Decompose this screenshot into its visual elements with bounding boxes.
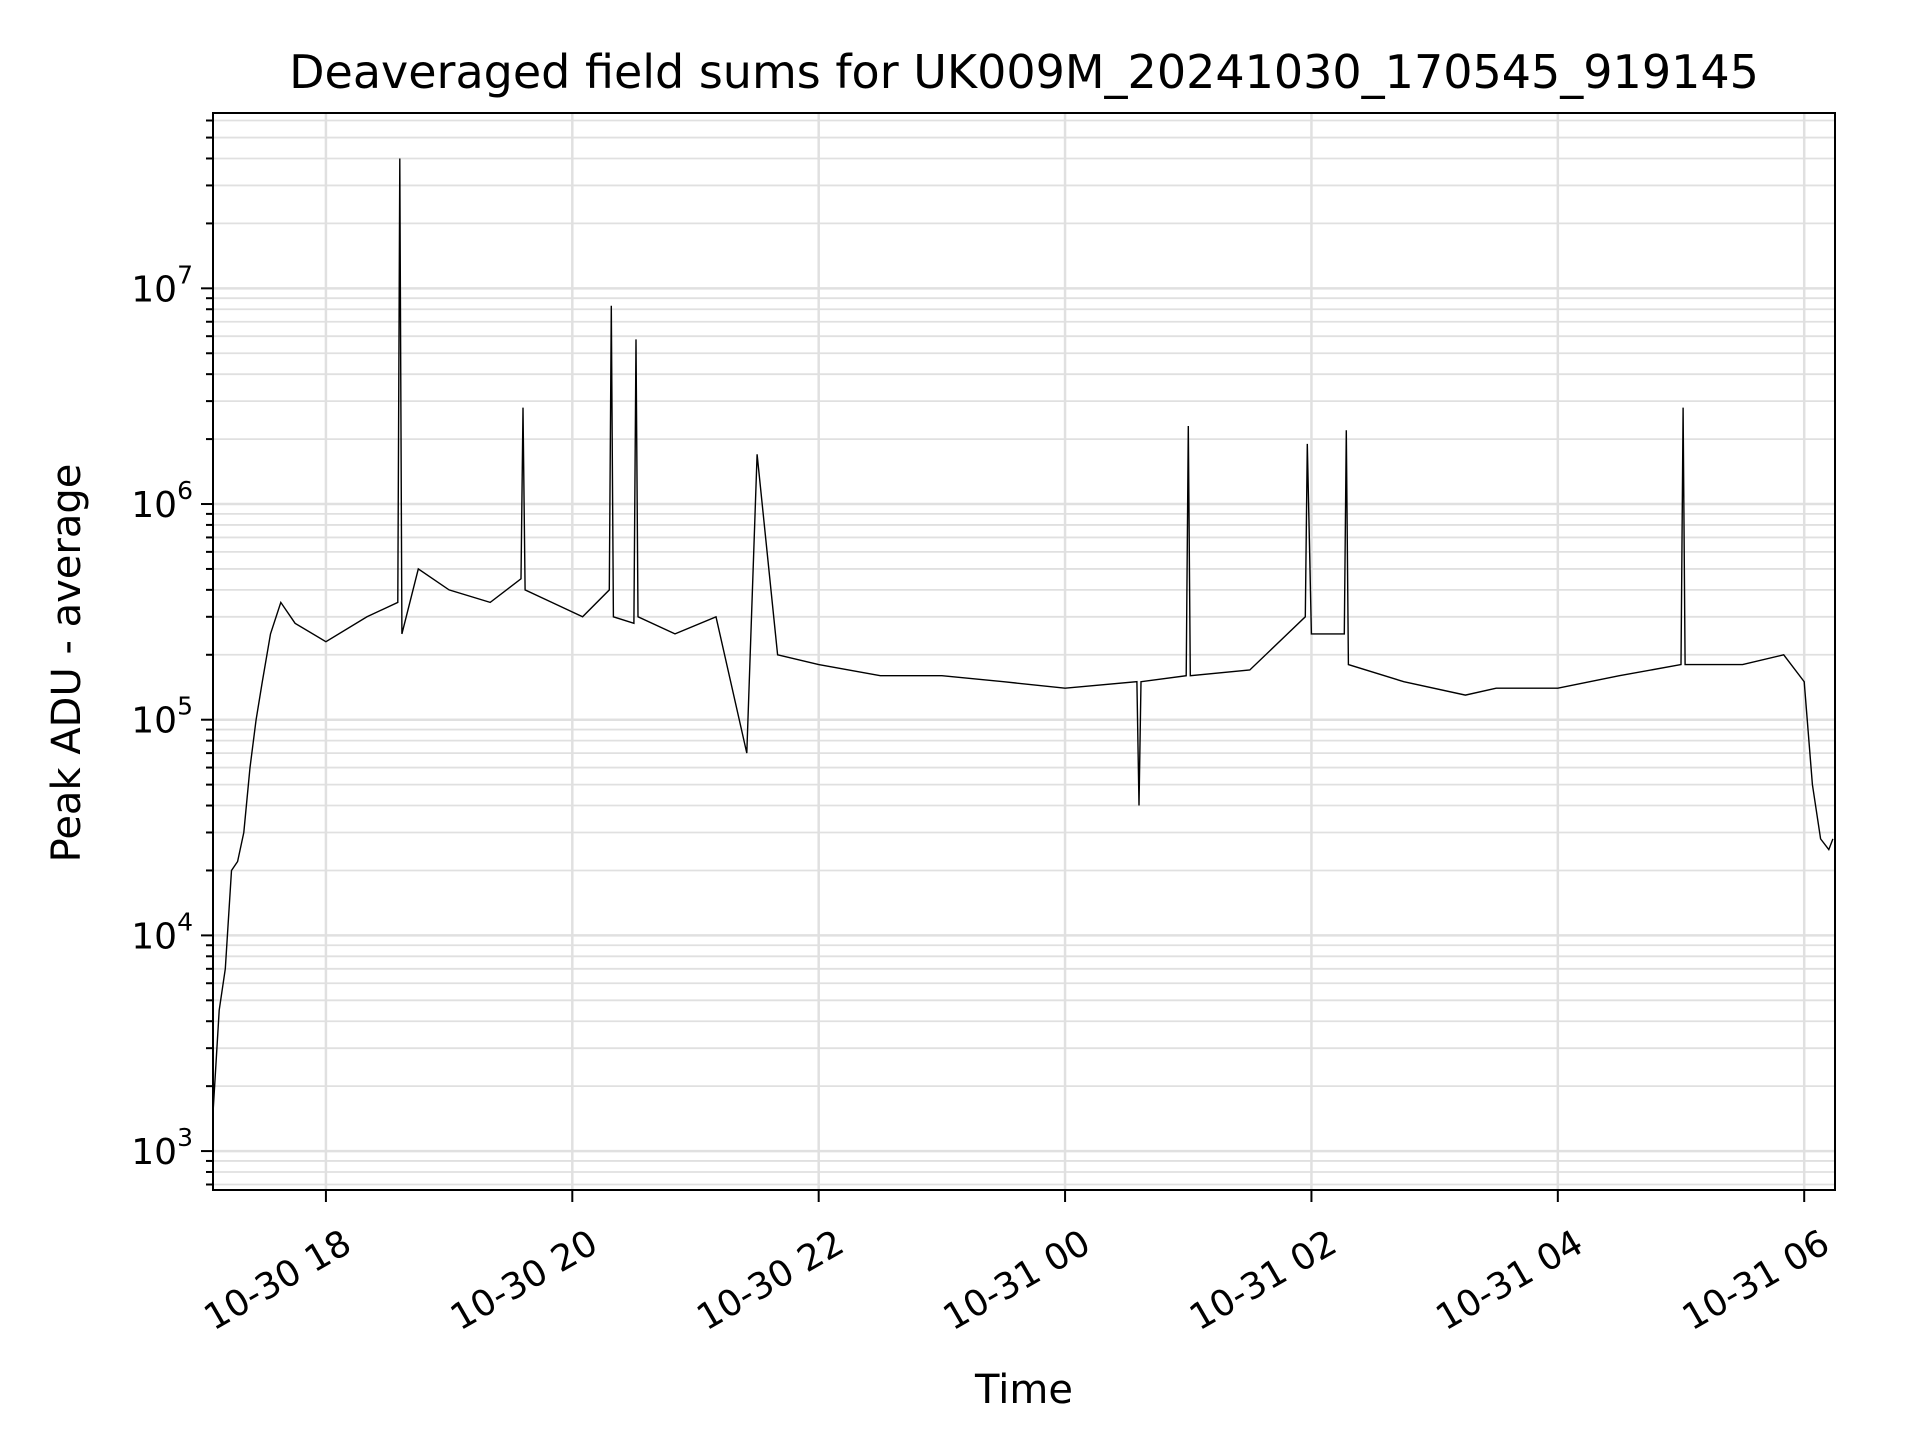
data-point	[582, 616, 584, 618]
data-point	[1742, 664, 1744, 666]
data-point	[551, 601, 553, 603]
data-point	[366, 616, 368, 618]
data-point	[1304, 616, 1306, 618]
data-point	[1347, 664, 1349, 666]
data-point	[231, 870, 233, 872]
x-tick-label: 10-30 22	[690, 1222, 851, 1338]
data-point	[280, 601, 282, 603]
data-point	[1832, 838, 1834, 840]
data-point	[746, 752, 748, 754]
grid	[213, 113, 1835, 1190]
data-point	[1828, 849, 1830, 851]
data-point	[1064, 687, 1066, 689]
data-point	[1820, 838, 1822, 840]
data-point	[249, 767, 251, 769]
data-point	[1345, 429, 1347, 431]
data-point	[1187, 425, 1189, 427]
data-point	[756, 453, 758, 455]
data-point	[261, 681, 263, 683]
data-point	[218, 1009, 220, 1011]
data-point	[270, 633, 272, 635]
data-point	[325, 641, 327, 643]
data-point	[255, 719, 257, 721]
data-point	[1783, 654, 1785, 656]
data-point	[224, 968, 226, 970]
series-group	[212, 158, 1834, 1114]
data-point	[1189, 675, 1191, 677]
data-point	[1464, 694, 1466, 696]
y-tick-label: 104	[131, 907, 193, 957]
data-point	[635, 338, 637, 340]
data-point	[1003, 681, 1005, 683]
x-axis-label: Time	[974, 1367, 1073, 1413]
data-point	[520, 578, 522, 580]
data-point	[1138, 805, 1140, 807]
data-point	[399, 158, 401, 160]
data-point	[612, 616, 614, 618]
data-point	[608, 589, 610, 591]
data-point	[237, 861, 239, 863]
data-point	[633, 622, 635, 624]
data-point	[294, 622, 296, 624]
data-point	[1249, 669, 1251, 671]
data-point	[1403, 681, 1405, 683]
y-axis-label: Peak ADU - average	[44, 464, 90, 863]
x-tick-label: 10-30 20	[444, 1222, 605, 1338]
data-point	[1310, 633, 1312, 635]
y-tick-label: 103	[131, 1123, 193, 1173]
data-point	[1185, 675, 1187, 677]
data-point	[397, 601, 399, 603]
x-tick-label: 10-31 04	[1429, 1222, 1590, 1338]
x-tick-label: 10-31 00	[937, 1222, 1098, 1338]
data-point	[1811, 784, 1813, 786]
data-point	[1140, 681, 1142, 683]
x-tick-label: 10-31 02	[1183, 1222, 1344, 1338]
data-point	[1343, 633, 1345, 635]
data-point	[489, 601, 491, 603]
data-point	[674, 633, 676, 635]
x-tick-label: 10-30 18	[198, 1222, 359, 1338]
y-tick-label: 105	[131, 692, 193, 742]
data-point	[1306, 443, 1308, 445]
data-point	[818, 664, 820, 666]
data-point	[401, 633, 403, 635]
data-point	[941, 675, 943, 677]
data-point	[1557, 687, 1559, 689]
data-point	[1682, 407, 1684, 409]
data-point	[879, 675, 881, 677]
data-point	[524, 589, 526, 591]
data-point	[777, 654, 779, 656]
data-point	[715, 616, 717, 618]
data-point	[1495, 687, 1497, 689]
chart-title: Deaveraged field sums for UK009M_2024103…	[289, 45, 1759, 99]
data-point	[1803, 681, 1805, 683]
data-point	[1684, 664, 1686, 666]
data-point	[417, 568, 419, 570]
data-point	[1618, 675, 1620, 677]
data-point	[522, 407, 524, 409]
x-tick-label: 10-31 06	[1676, 1222, 1837, 1338]
data-point	[637, 616, 639, 618]
series-line	[212, 158, 1834, 1114]
y-tick-label: 107	[131, 260, 193, 310]
data-point	[1680, 664, 1682, 666]
data-point	[243, 832, 245, 834]
data-point	[610, 305, 612, 307]
plot-frame	[212, 112, 1836, 1191]
y-tick-label: 106	[131, 476, 193, 526]
data-point	[1136, 681, 1138, 683]
data-point	[448, 589, 450, 591]
